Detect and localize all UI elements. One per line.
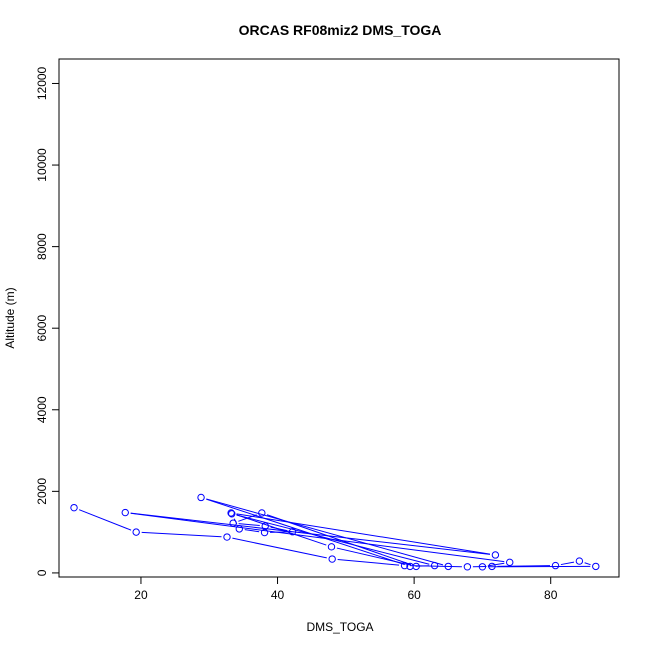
series-dms-toga (70, 493, 600, 571)
y-axis-label: Altitude (m) (3, 287, 17, 348)
data-point (227, 509, 235, 517)
data-point (551, 561, 560, 570)
data-point (592, 562, 600, 571)
data-point (491, 551, 500, 559)
data-point (258, 509, 266, 517)
data-point (478, 563, 487, 571)
y-tick-label: 2000 (35, 478, 49, 505)
x-axis-label: DMS_TOGA (306, 620, 373, 634)
series-segment (236, 514, 327, 546)
data-point (223, 533, 231, 541)
series-segment (337, 559, 400, 566)
series-segment (78, 509, 132, 531)
data-point (229, 519, 237, 527)
x-tick-label: 60 (407, 588, 421, 602)
data-point (506, 558, 514, 567)
data-point (228, 510, 236, 518)
y-tick-label: 12000 (35, 66, 49, 100)
series-segment (270, 526, 288, 532)
chart-title: ORCAS RF08miz2 DMS_TOGA (239, 22, 442, 38)
series-segment (130, 512, 505, 563)
data-point (288, 528, 297, 536)
data-point (132, 528, 140, 536)
y-tick-label: 6000 (35, 315, 49, 342)
data-point (463, 563, 472, 571)
x-axis: 20 40 60 80 (134, 576, 558, 602)
y-axis: 0 2000 4000 6000 8000 10000 12000 (35, 66, 60, 576)
y-tick-label: 8000 (35, 233, 49, 260)
x-tick-label: 80 (544, 588, 558, 602)
series-segment (141, 531, 222, 538)
data-point (260, 528, 269, 537)
data-point (327, 543, 336, 551)
data-point (328, 555, 336, 563)
plot-frame (58, 58, 620, 578)
series-segment (584, 562, 591, 566)
series-segment (238, 523, 260, 527)
x-tick-label: 20 (134, 588, 148, 602)
data-point (121, 508, 129, 517)
data-point (430, 561, 439, 570)
x-tick-label: 40 (271, 588, 285, 602)
data-point (488, 562, 496, 571)
data-point (575, 557, 584, 565)
series-segment (206, 498, 405, 566)
series-segment (244, 529, 260, 533)
data-point (235, 525, 243, 533)
data-point (400, 561, 409, 570)
data-point (444, 562, 452, 571)
data-point (197, 493, 205, 502)
series-segment (497, 565, 550, 567)
series-segment (236, 514, 430, 565)
series-segment (487, 562, 505, 567)
data-point (406, 562, 414, 571)
y-tick-label: 4000 (35, 396, 49, 423)
series-segment (232, 537, 327, 559)
y-tick-label: 0 (35, 569, 49, 576)
series-segment (236, 513, 491, 555)
series-segment (206, 498, 444, 566)
data-point (70, 503, 78, 512)
y-tick-label: 10000 (35, 148, 49, 182)
series-segment (560, 561, 575, 566)
